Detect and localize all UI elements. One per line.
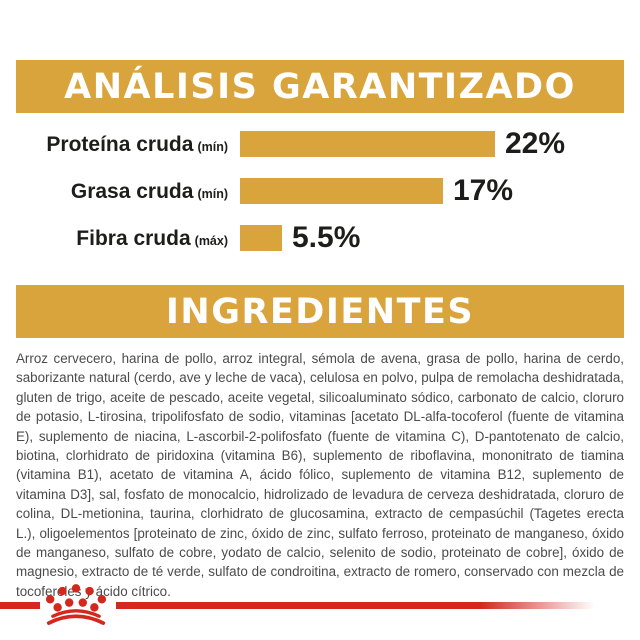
royal-canin-crown-logo (45, 584, 107, 625)
chart-row-fat: Grasa cruda (mín) 17% (16, 174, 624, 207)
chart-row-protein: Proteína cruda (mín) 22% (16, 127, 624, 160)
nutrient-bar (240, 131, 495, 157)
ingredients-title: INGREDIENTES (165, 292, 475, 332)
nutrient-qualifier: (mín) (197, 186, 228, 201)
guaranteed-analysis-title: ANÁLISIS GARANTIZADO (64, 67, 576, 107)
nutrient-name: Fibra cruda (76, 226, 191, 250)
nutrient-name: Proteína cruda (46, 132, 194, 156)
nutrient-name: Grasa cruda (70, 179, 194, 203)
nutrient-bar (240, 225, 282, 251)
nutrient-label: Fibra cruda (máx) (16, 228, 228, 249)
chart-row-fiber: Fibra cruda (máx) 5.5% (16, 221, 624, 254)
footer-divider-right (116, 602, 595, 609)
guaranteed-analysis-header: ANÁLISIS GARANTIZADO (16, 60, 624, 113)
ingredients-text: Arroz cervecero, harina de pollo, arroz … (16, 351, 624, 599)
nutrient-value: 5.5% (292, 221, 361, 254)
nutrient-label: Proteína cruda (mín) (16, 134, 228, 155)
guaranteed-analysis-chart: Proteína cruda (mín) 22% Grasa cruda (mín)… (16, 127, 624, 254)
nutrient-label: Grasa cruda (mín) (16, 181, 228, 202)
nutrient-qualifier: (mín) (197, 139, 228, 154)
nutrient-value: 17% (453, 174, 514, 207)
nutrient-qualifier: (máx) (194, 233, 228, 248)
ingredients-header: INGREDIENTES (16, 285, 624, 338)
nutrient-value: 22% (505, 127, 566, 160)
footer-divider-left (0, 602, 40, 609)
nutrient-bar (240, 178, 443, 204)
